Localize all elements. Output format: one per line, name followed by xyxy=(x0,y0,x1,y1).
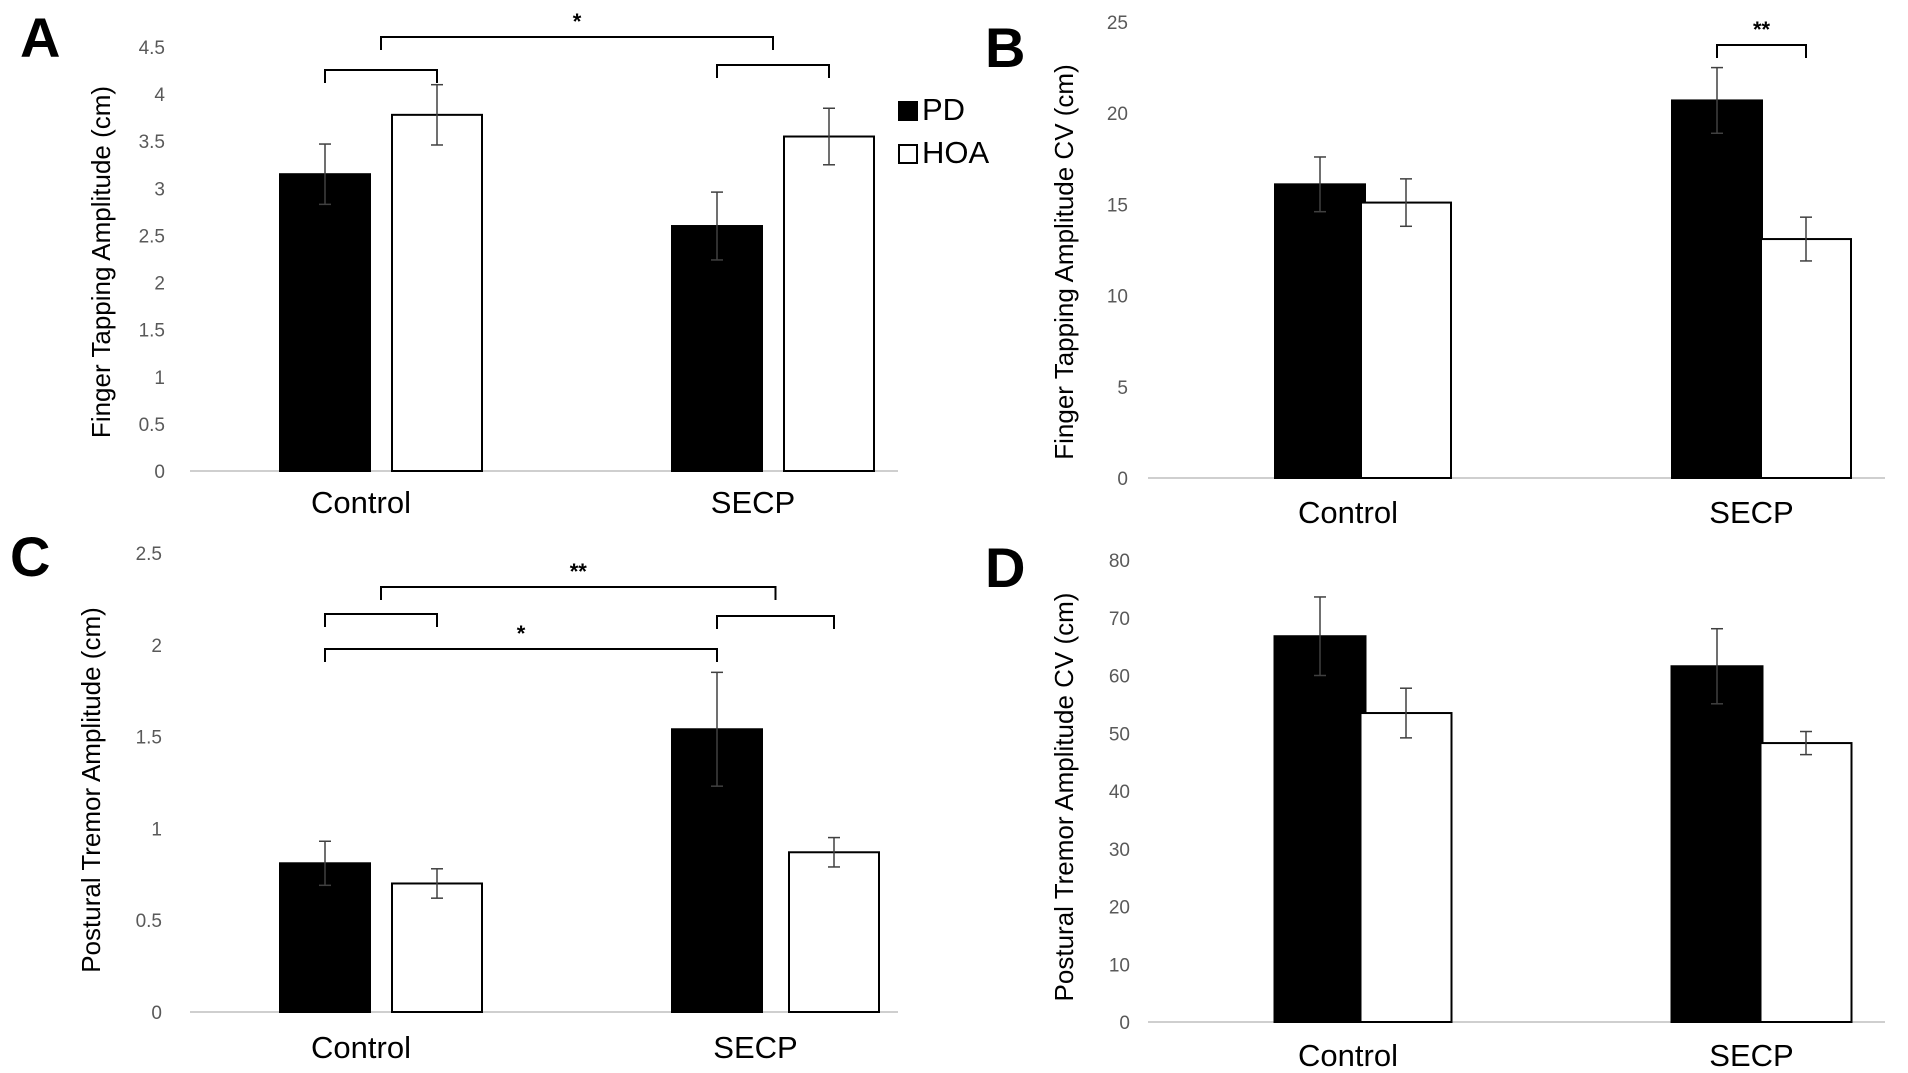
significance-marker: ** xyxy=(570,559,588,584)
bar-hoa-control xyxy=(391,113,483,472)
y-tick-label: 20 xyxy=(1107,104,1128,125)
bar-pd-control xyxy=(1273,635,1367,1023)
y-axis-label: Finger Tapping Amplitude CV (cm) xyxy=(1049,64,1079,459)
y-tick-label: 15 xyxy=(1107,195,1128,216)
y-tick-label: 1 xyxy=(151,819,162,840)
y-tick-label: 1.5 xyxy=(136,728,162,749)
y-tick-label: 10 xyxy=(1107,287,1128,308)
y-tick-label: 0 xyxy=(1119,1013,1130,1034)
significance-bracket xyxy=(380,586,777,600)
y-tick-label: 0 xyxy=(151,1003,162,1024)
significance-marker: ** xyxy=(1753,17,1771,42)
significance-bracket xyxy=(716,615,835,629)
bar-hoa-control xyxy=(1359,712,1453,1023)
legend-label-pd: PD xyxy=(922,92,965,127)
y-tick-label: 2.5 xyxy=(136,544,162,565)
panel-label: A xyxy=(20,6,60,69)
bar-pd-secp xyxy=(1670,665,1764,1023)
y-axis-label: Postural Tremor Amplitude CV (cm) xyxy=(1049,593,1079,1002)
y-tick-label: 1.5 xyxy=(139,321,165,342)
y-tick-label: 80 xyxy=(1109,551,1130,572)
y-tick-label: 3.5 xyxy=(139,132,165,153)
chart-panel-c: C 0 0.5 1 1.5 2 2.5 Postural Tremor Amplitude (… xyxy=(10,525,898,1065)
bar-hoa-secp xyxy=(1759,742,1853,1023)
significance-bracket xyxy=(324,69,438,83)
legend-swatch-pd xyxy=(898,101,918,121)
y-tick-label: 0.5 xyxy=(139,415,165,436)
y-tick-label: 5 xyxy=(1117,378,1128,399)
bar-pd-secp xyxy=(1671,99,1763,479)
y-axis-label: Postural Tremor Amplitude (cm) xyxy=(76,607,106,973)
y-tick-label: 2 xyxy=(154,274,165,295)
bar-hoa-secp xyxy=(788,851,880,1013)
bar-pd-secp xyxy=(671,728,763,1013)
bar-pd-control xyxy=(279,173,371,472)
panel-label: B xyxy=(985,16,1025,79)
x-tick-label-secp: SECP xyxy=(711,485,795,520)
y-tick-label: 0 xyxy=(154,462,165,483)
y-tick-label: 3 xyxy=(154,179,165,200)
x-tick-label-control: Control xyxy=(1298,1038,1398,1073)
legend-label-hoa: HOA xyxy=(922,135,990,170)
chart-panel-d: D 0 10 20 30 40 50 60 70 80 Postural Tremor Amplit… xyxy=(985,536,1885,1073)
bar-pd-secp xyxy=(671,225,763,472)
significance-bracket xyxy=(324,613,438,627)
legend: PD HOA xyxy=(898,92,990,170)
y-axis-label: Finger Tapping Amplitude (cm) xyxy=(86,86,116,438)
bar-pd-control xyxy=(1274,183,1366,479)
y-tick-label: 4.5 xyxy=(139,38,165,59)
significance-bracket xyxy=(324,648,718,662)
x-tick-label-secp: SECP xyxy=(713,1030,797,1065)
bar-pd-control xyxy=(279,862,371,1013)
y-tick-label: 30 xyxy=(1109,840,1130,861)
bar-hoa-control xyxy=(1360,201,1452,480)
significance-marker: * xyxy=(573,9,582,34)
panel-label: D xyxy=(985,536,1025,599)
legend-swatch-hoa xyxy=(898,144,918,164)
x-tick-label-control: Control xyxy=(311,485,411,520)
x-tick-label-control: Control xyxy=(311,1030,411,1065)
y-tick-label: 0.5 xyxy=(136,911,162,932)
x-tick-label-control: Control xyxy=(1298,495,1398,530)
y-tick-label: 60 xyxy=(1109,667,1130,688)
significance-marker: * xyxy=(517,621,526,646)
y-tick-label: 25 xyxy=(1107,13,1128,34)
y-tick-label: 50 xyxy=(1109,724,1130,745)
chart-panel-b: B 0 5 10 15 20 25 Finger Tapping Amplitude CV (… xyxy=(985,13,1885,530)
y-tick-label: 70 xyxy=(1109,609,1130,630)
bar-hoa-secp xyxy=(1760,238,1852,479)
y-tick-label: 10 xyxy=(1109,955,1130,976)
x-tick-label-secp: SECP xyxy=(1709,1038,1793,1073)
chart-panel-a: A 0 0.5 1 1.5 2 2.5 3 3.5 4 4.5 Finger Tapping Ampl… xyxy=(20,6,898,520)
significance-bracket xyxy=(1716,44,1807,58)
panel-label: C xyxy=(10,525,50,588)
y-tick-label: 0 xyxy=(1117,469,1128,490)
y-tick-label: 2 xyxy=(151,636,162,657)
bar-hoa-control xyxy=(391,882,483,1013)
bar-hoa-secp xyxy=(783,135,875,472)
y-tick-label: 1 xyxy=(154,368,165,389)
x-tick-label-secp: SECP xyxy=(1709,495,1793,530)
significance-bracket xyxy=(716,64,830,78)
y-tick-label: 4 xyxy=(154,85,165,106)
significance-bracket xyxy=(380,36,774,50)
y-tick-label: 40 xyxy=(1109,782,1130,803)
y-tick-label: 20 xyxy=(1109,898,1130,919)
y-tick-label: 2.5 xyxy=(139,226,165,247)
